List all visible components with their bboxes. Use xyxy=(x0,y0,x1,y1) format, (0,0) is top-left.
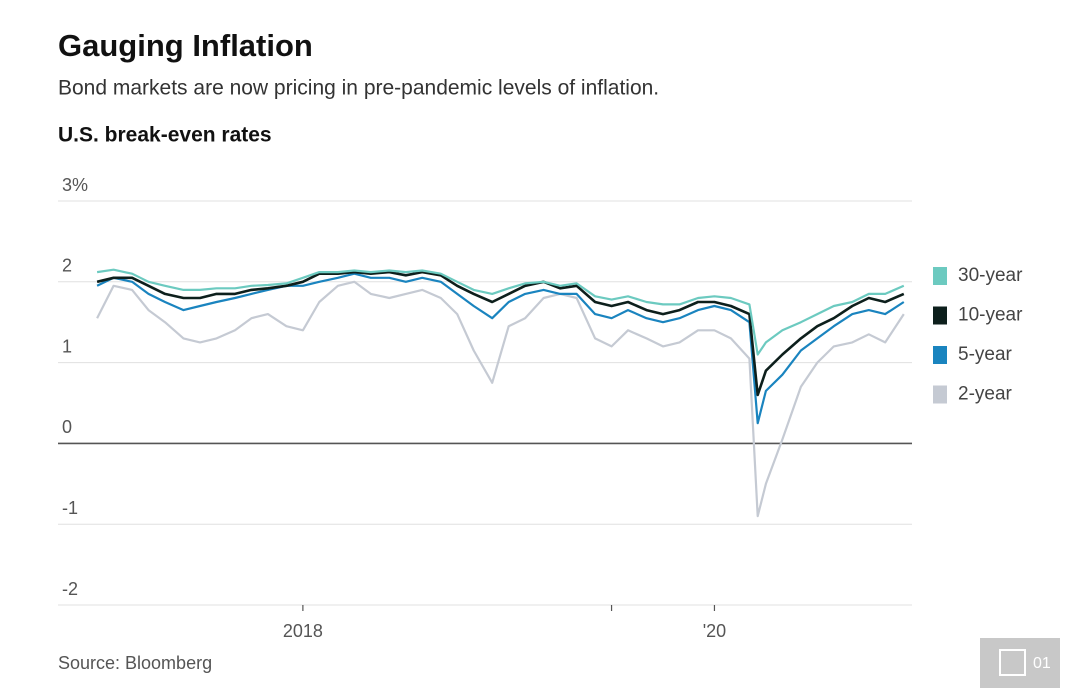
y-axis-title: U.S. break-even rates xyxy=(58,124,272,147)
x-tick-label: 2018 xyxy=(283,621,323,641)
legend-swatch xyxy=(933,385,947,404)
y-tick-label: 3% xyxy=(62,175,88,195)
legend-swatch xyxy=(933,346,947,364)
chart-subtitle: Bond markets are now pricing in pre-pand… xyxy=(58,77,659,100)
legend-label: 10-year xyxy=(958,305,1023,326)
series-line xyxy=(96,270,905,397)
y-tick-label: 1 xyxy=(62,336,72,356)
y-tick-label: 0 xyxy=(62,417,72,437)
legend-swatch xyxy=(933,306,947,325)
page-badge-box[interactable] xyxy=(980,638,1060,688)
legend-label: 2-year xyxy=(958,384,1013,405)
y-tick-label: -1 xyxy=(62,498,78,518)
y-tick-label: -2 xyxy=(62,579,78,599)
source-note: Source: Bloomberg xyxy=(58,653,212,673)
legend-swatch xyxy=(933,267,947,285)
series-line xyxy=(96,268,905,356)
page-badge-icon xyxy=(999,649,1026,676)
page-badge-label: 01 xyxy=(1033,655,1051,672)
y-tick-label: 2 xyxy=(62,256,72,276)
legend-label: 5-year xyxy=(958,344,1013,365)
series-line xyxy=(96,272,905,425)
series-line xyxy=(96,280,905,518)
x-tick-label: '20 xyxy=(703,621,726,641)
chart-title: Gauging Inflation xyxy=(58,28,313,63)
legend-label: 30-year xyxy=(958,265,1023,286)
